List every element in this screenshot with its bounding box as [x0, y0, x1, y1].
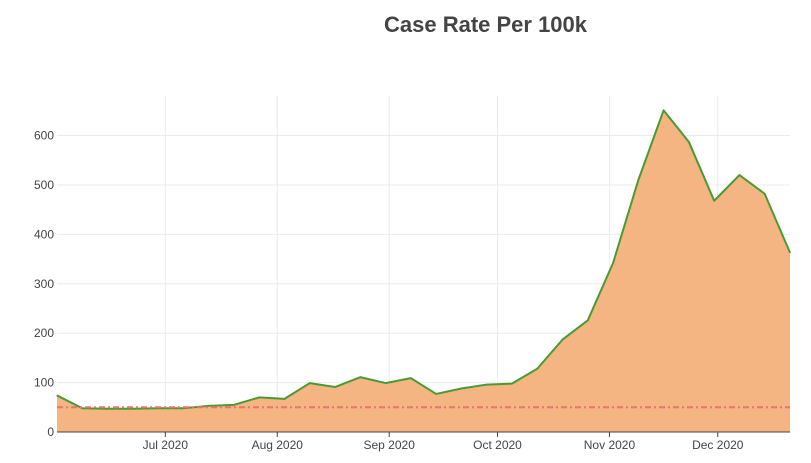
- data-point: [208, 405, 210, 407]
- data-point: [410, 377, 412, 379]
- data-point: [789, 252, 791, 254]
- series-layer: [56, 109, 791, 433]
- data-point: [713, 200, 715, 202]
- data-point: [764, 193, 766, 195]
- x-tick-label: Oct 2020: [473, 438, 522, 452]
- data-point: [738, 174, 741, 176]
- data-point: [359, 376, 361, 378]
- data-point: [334, 386, 336, 388]
- axes: 0 100 200 300 400 500 600 Jul 2020 Aug 2020 Sep 2…: [34, 129, 790, 452]
- data-point: [612, 262, 614, 264]
- y-tick-label: 0: [47, 425, 54, 439]
- data-point: [587, 319, 589, 321]
- y-tick-label: 500: [34, 178, 54, 192]
- y-tick-label: 300: [34, 277, 54, 291]
- area-fill: [57, 110, 790, 433]
- chart-title: Case Rate Per 100k: [383, 12, 588, 37]
- data-point: [106, 408, 109, 410]
- data-point: [486, 383, 488, 386]
- data-point: [283, 398, 286, 400]
- y-tick-label: 400: [34, 227, 54, 241]
- data-point: [688, 141, 690, 143]
- data-point: [435, 393, 437, 395]
- data-point: [536, 368, 538, 370]
- x-tick-label: Dec 2020: [692, 438, 744, 452]
- data-point: [511, 382, 513, 385]
- data-point: [132, 408, 134, 410]
- data-point: [233, 404, 235, 406]
- data-point: [460, 387, 463, 390]
- y-tick-label: 600: [34, 129, 54, 143]
- y-tick-label: 200: [34, 326, 54, 340]
- data-point: [663, 109, 665, 111]
- x-tick-label: Jul 2020: [143, 438, 189, 452]
- data-point: [258, 396, 260, 399]
- x-tick-label: Sep 2020: [364, 438, 416, 452]
- x-tick-label: Aug 2020: [252, 438, 304, 452]
- y-tick-label: 100: [34, 376, 54, 390]
- x-tick-label: Nov 2020: [584, 438, 636, 452]
- data-point: [309, 382, 311, 384]
- data-point: [56, 394, 58, 397]
- data-point: [384, 382, 387, 384]
- data-point: [637, 179, 639, 181]
- data-point: [561, 339, 564, 341]
